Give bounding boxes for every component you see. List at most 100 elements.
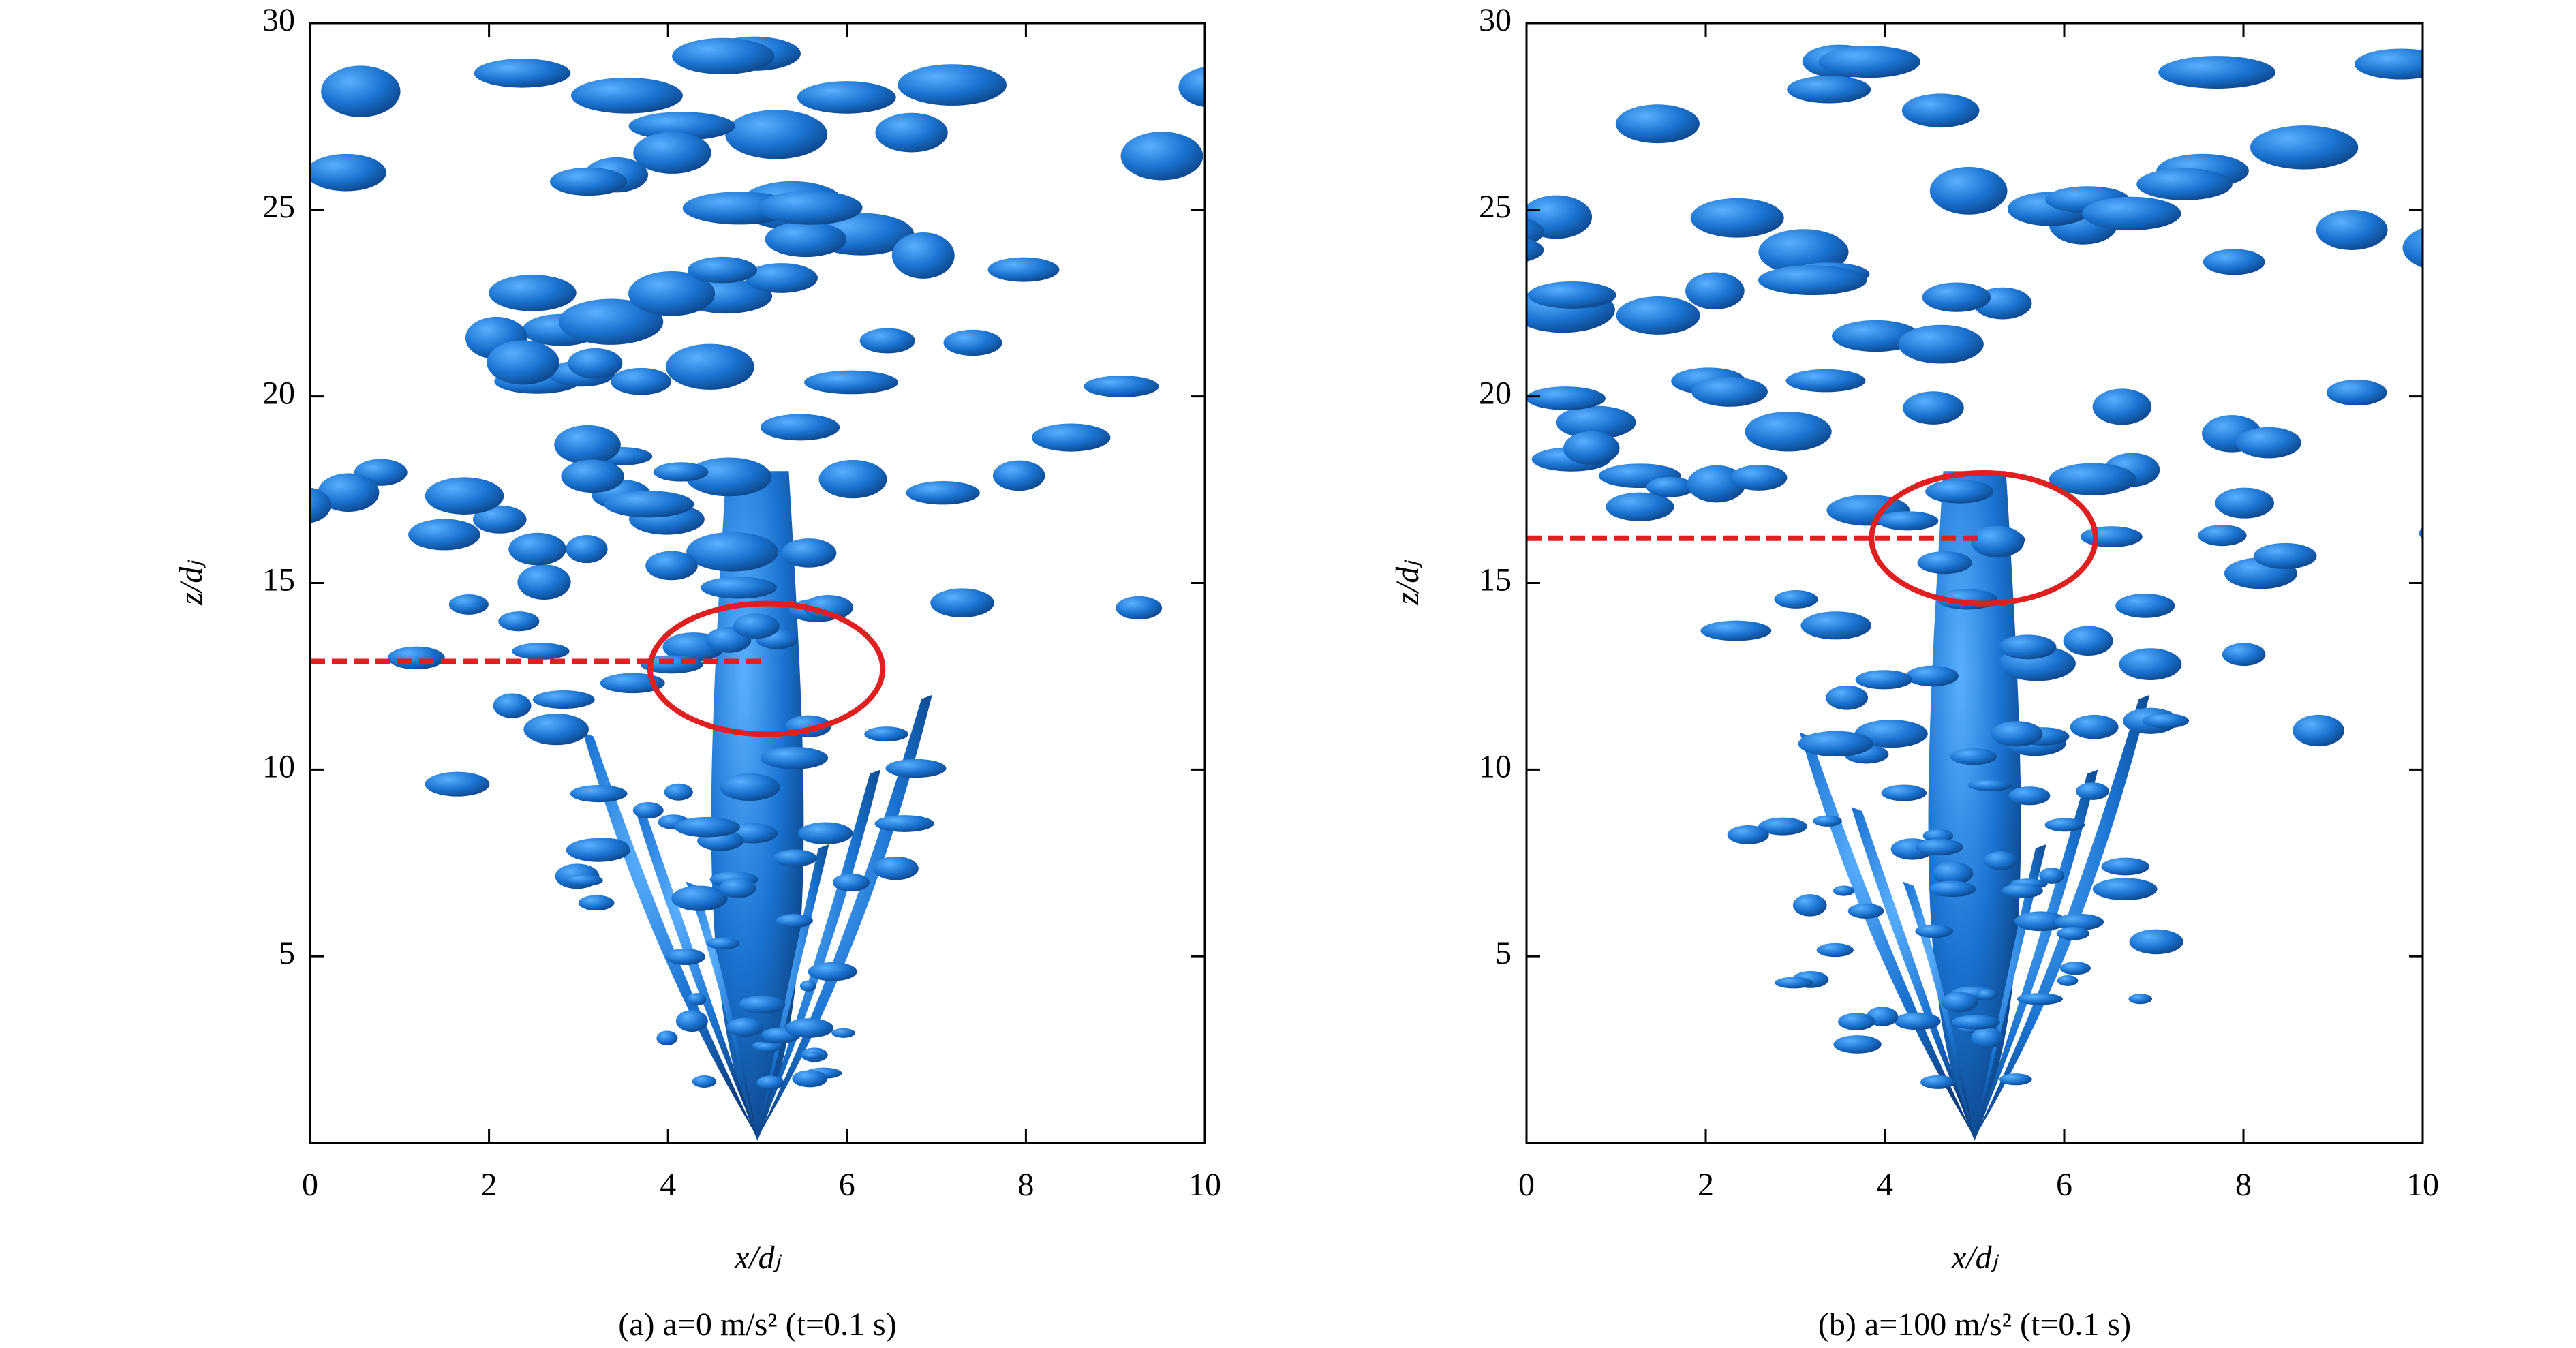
isosurface-blob [1775,977,1813,989]
isosurface-blob [798,822,853,845]
isosurface-blob [611,367,672,395]
isosurface-blob [1950,748,1997,765]
isosurface-blob [425,771,490,797]
isosurface-blob [2143,713,2190,729]
isosurface-blob [1901,93,1980,128]
x-tick-label: 8 [1017,1167,1034,1203]
isosurface-blob [2101,857,2149,876]
isosurface-blob [1922,282,1991,312]
isosurface-blob [2293,714,2344,747]
isosurface-blob [864,726,908,742]
isosurface-blob [2215,487,2274,519]
isosurface-blob [992,460,1045,491]
isosurface-blob [561,459,624,493]
isosurface-blob [310,153,386,192]
isosurface-blob [1920,1075,1956,1089]
x-tick-label: 6 [839,1167,855,1203]
plot-area [1358,44,2576,1141]
isosurface-blob [1833,1035,1882,1054]
y-tick-label: 20 [1479,376,1512,412]
isosurface-blob [706,937,740,950]
isosurface-blob [566,838,630,862]
isosurface-blob [1816,943,1854,958]
isosurface-blob [2419,527,2423,539]
isosurface-blob [1922,829,1954,843]
isosurface-blob [512,643,570,660]
jet-branch [1974,694,2150,1137]
isosurface-blob [898,64,1007,106]
isosurface-blob [1928,880,1976,898]
isosurface-blob [1813,815,1842,827]
isosurface-blob [1297,307,1370,339]
isosurface-blob [570,77,683,114]
isosurface-blob [765,221,846,258]
y-tick-label: 5 [1495,935,1512,971]
y-tick-label: 30 [262,2,295,38]
isosurface-blob [1527,386,1606,410]
isosurface-blob [1606,492,1674,521]
isosurface-blob [472,505,527,534]
isosurface-blob [1687,465,1746,503]
isosurface-blob [687,993,707,1006]
jet-branch [1799,732,1975,1137]
x-tick-label: 2 [1698,1167,1714,1203]
y-tick-label: 25 [262,189,295,225]
isosurface-blob [318,473,380,512]
isosurface-blob [1838,1013,1875,1030]
x-tick-label: 0 [302,1167,318,1203]
isosurface-blob [2203,249,2265,275]
jet-branch [757,769,881,1137]
isosurface-blob [633,132,711,174]
isosurface-blob [2514,187,2576,223]
isosurface-blob [1983,851,2017,870]
isosurface-blob [2354,48,2423,80]
isosurface-blob [671,885,728,911]
isosurface-blob [1932,861,1974,885]
isosurface-blob [628,271,716,316]
isosurface-blob [760,746,829,769]
isosurface-blob [1999,1073,2032,1086]
isosurface-blob [1941,992,1978,1013]
isosurface-blob [987,257,1060,282]
isosurface-blob [2129,929,2183,955]
isosurface-blob [2119,648,2182,680]
isosurface-blob [2115,593,2175,618]
isosurface-blob [2076,782,2109,800]
isosurface-blob [1798,731,1874,757]
isosurface-blob [1785,369,1866,393]
isosurface-blob [1855,670,1913,690]
y-tick-label: 5 [279,935,295,971]
isosurface-blob [489,275,577,311]
isosurface-blob [565,874,603,887]
isosurface-blob [930,588,994,617]
jet-branch [583,732,758,1137]
isosurface-blob [1915,839,1963,856]
isosurface-blob [1917,551,1972,575]
isosurface-blob [425,477,504,515]
isosurface-blob [1831,320,1920,352]
isosurface-blob [1690,198,1784,238]
isosurface-blob [493,693,532,718]
isosurface-blob [1527,218,1545,245]
isosurface-blob [1745,412,1832,452]
isosurface-blob [310,487,331,523]
isosurface-blob [831,1028,855,1038]
isosurface-blob [818,459,887,499]
isosurface-blob [1358,100,1443,140]
isosurface-blob [578,895,615,911]
isosurface-blob [1854,720,1928,748]
isosurface-blob [2063,626,2113,656]
isosurface-blob [2081,196,2181,230]
y-axis-label: z/dⱼ [1390,560,1426,606]
isosurface-blob [645,551,698,581]
isosurface-blob [2070,714,2119,739]
isosurface-blob [2014,911,2067,932]
isosurface-blob [1691,377,1768,407]
isosurface-blob [1758,265,1867,295]
isosurface-blob [1210,598,1264,622]
plot-area [310,36,1370,1141]
isosurface-blob [1929,166,2008,215]
isosurface-blob [1881,784,1927,801]
isosurface-blob [803,370,899,395]
isosurface-blob [719,773,780,801]
